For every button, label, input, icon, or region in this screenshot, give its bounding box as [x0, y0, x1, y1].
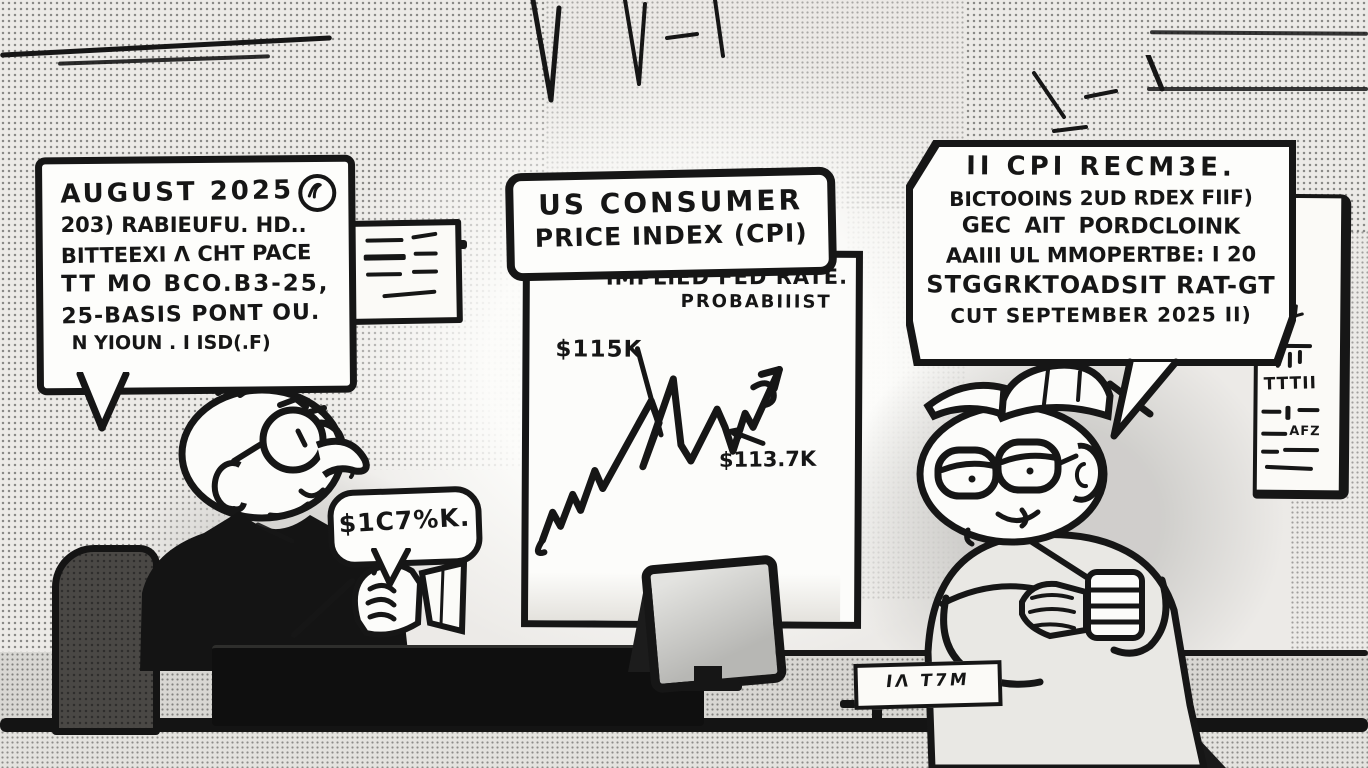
nameplate: IΛ T7M	[853, 660, 1003, 710]
right-bubble-line-1: II CPI RECM3E.	[966, 151, 1236, 183]
price-bubble-tail	[371, 548, 411, 587]
right-bubble-line-5: STGGRKTOADSIT RAT-GT	[926, 270, 1276, 300]
sketch-strokes-top-right	[1032, 55, 1165, 133]
poster-mark-2: AFZ	[1289, 423, 1321, 440]
left-bubble-line-3: BITTEEXI Λ CHT PACE	[60, 240, 312, 269]
wall-line-top-right-2	[1147, 87, 1368, 91]
fed-rate-chart	[534, 346, 783, 556]
board-sign-line1: US CONSUMER	[537, 183, 804, 222]
price-bubble-text: $1C7%K.	[338, 502, 472, 539]
left-bubble-line-1: AUGUST 2025	[60, 175, 295, 210]
left-bubble-line-6: N YIOUN . I ISD(.F)	[71, 331, 271, 355]
right-bubble-line-2: BICTOOINS 2UD RDEX FIIF)	[949, 184, 1253, 212]
nameplate-stand-post	[872, 704, 882, 732]
board-sign-line2: PRICE INDEX (CPI)	[534, 218, 808, 253]
left-bubble-line-2: 203) RABIEUFU. HD..	[60, 212, 307, 237]
tablet-base	[676, 682, 742, 691]
board-sign: US CONSUMER PRICE INDEX (CPI)	[504, 166, 838, 282]
left-speech-bubble: AUGUST 2025 203) RABIEUFU. HD.. BITTEEXI…	[34, 154, 358, 396]
right-bubble-line-4: AAIII UL MMOPERTBE: I 20	[945, 242, 1257, 268]
right-bubble-tail	[1110, 358, 1180, 440]
whiteboard: IMPLIED FED RATE. PROBABIIIST $115K $113…	[521, 249, 863, 629]
tablet-stand	[694, 666, 722, 684]
left-desk	[212, 645, 704, 726]
left-bubble-line-5: 25-BASIS PONT OU.	[61, 299, 321, 330]
sketch-strokes-top-center	[530, 0, 725, 103]
wall-note	[345, 218, 463, 326]
board-subtitle-2: PROBABIIIST	[680, 290, 832, 313]
right-bubble-line-3: GEC AIT PORDCLOINK	[961, 213, 1241, 240]
right-speech-bubble: II CPI RECM3E. BICTOOINS 2UD RDEX FIIF) …	[906, 140, 1296, 366]
right-character-capped	[916, 361, 1226, 768]
left-bubble-line-4: TT MO BCO.B3-25,	[61, 270, 330, 298]
scribble-badge-icon	[298, 173, 337, 213]
left-bubble-tail	[76, 372, 130, 432]
right-bubble-line-6: CUT SEPTEMBER 2025 II)	[950, 302, 1252, 328]
nameplate-text: IΛ T7M	[884, 669, 971, 693]
